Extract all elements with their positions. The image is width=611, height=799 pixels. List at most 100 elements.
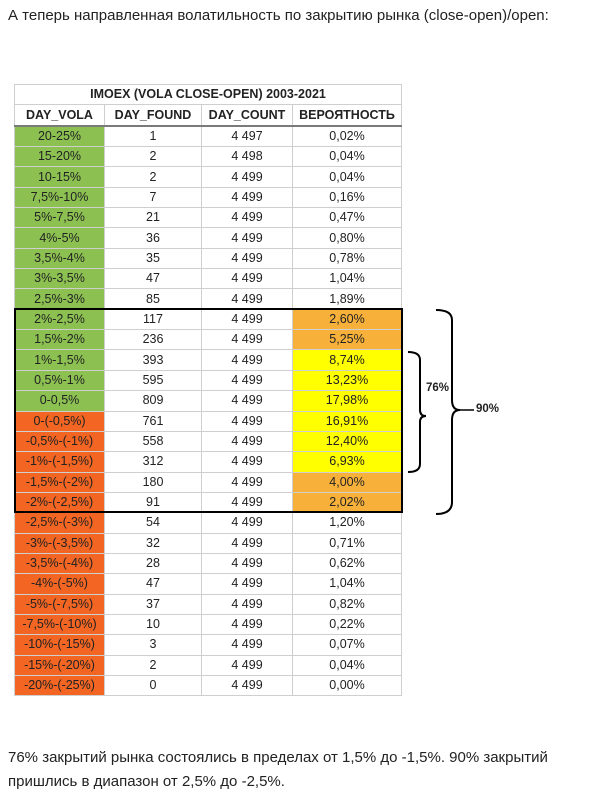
cell-day-found: 2: [104, 146, 202, 168]
table-title: IMOEX (VOLA CLOSE-OPEN) 2003-2021: [14, 83, 402, 106]
table-row: -1,5%-(-2%) 180 4 499 4,00%: [14, 471, 402, 493]
cell-probability: 0,78%: [292, 247, 402, 270]
cell-day-found: 1: [104, 125, 202, 148]
cell-day-vola: -0,5%-(-1%): [14, 430, 105, 453]
table-title-row: IMOEX (VOLA CLOSE-OPEN) 2003-2021: [14, 83, 402, 106]
cell-day-count: 4 499: [201, 166, 293, 188]
cell-probability: 0,80%: [292, 227, 402, 249]
cell-day-found: 2: [104, 654, 202, 676]
table-row: -15%-(-20%) 2 4 499 0,04%: [14, 654, 402, 676]
cell-probability: 0,62%: [292, 552, 402, 575]
cell-day-found: 10: [104, 613, 202, 636]
cell-day-count: 4 499: [201, 451, 293, 473]
outer-bracket: [435, 309, 461, 515]
cell-day-found: 3: [104, 634, 202, 656]
cell-day-vola: 7,5%-10%: [14, 186, 105, 209]
table-row: -2%-(-2,5%) 91 4 499 2,02%: [14, 491, 402, 514]
table-row: 2%-2,5% 117 4 499 2,60%: [14, 308, 402, 331]
cell-probability: 0,71%: [292, 532, 402, 554]
cell-day-count: 4 498: [201, 146, 293, 168]
cell-day-count: 4 499: [201, 552, 293, 575]
cell-day-count: 4 499: [201, 471, 293, 493]
cell-probability: 1,20%: [292, 512, 402, 534]
cell-day-vola: -2,5%-(-3%): [14, 512, 105, 534]
cell-day-count: 4 499: [201, 654, 293, 676]
cell-day-vola: -20%-(-25%): [14, 674, 105, 697]
cell-day-count: 4 499: [201, 573, 293, 595]
cell-day-count: 4 497: [201, 125, 293, 148]
cell-day-vola: 1,5%-2%: [14, 329, 105, 351]
cell-day-found: 595: [104, 369, 202, 392]
cell-probability: 0,02%: [292, 125, 402, 148]
cell-day-count: 4 499: [201, 329, 293, 351]
cell-day-found: 85: [104, 288, 202, 310]
cell-day-vola: 0,5%-1%: [14, 369, 105, 392]
spreadsheet: IMOEX (VOLA CLOSE-OPEN) 2003-2021 DAY_VO…: [14, 83, 404, 720]
cell-probability: 1,04%: [292, 573, 402, 595]
cell-probability: 0,82%: [292, 593, 402, 615]
cell-day-vola: -1%-(-1,5%): [14, 451, 105, 473]
cell-probability: 5,25%: [292, 329, 402, 351]
cell-day-found: 91: [104, 491, 202, 514]
table-row: 20-25% 1 4 497 0,02%: [14, 125, 402, 148]
header-day-count: DAY_COUNT: [201, 104, 293, 127]
cell-day-vola: 3%-3,5%: [14, 268, 105, 290]
table-row: -2,5%-(-3%) 54 4 499 1,20%: [14, 512, 402, 534]
table-row: 10-15% 2 4 499 0,04%: [14, 166, 402, 188]
cell-day-count: 4 499: [201, 593, 293, 615]
cell-day-found: 393: [104, 349, 202, 371]
table-row: 5%-7,5% 21 4 499 0,47%: [14, 207, 402, 229]
cell-day-found: 809: [104, 390, 202, 412]
table-row: 0,5%-1% 595 4 499 13,23%: [14, 369, 402, 392]
cell-day-count: 4 499: [201, 186, 293, 209]
cell-day-found: 35: [104, 247, 202, 270]
cell-day-found: 0: [104, 674, 202, 697]
cell-day-found: 761: [104, 410, 202, 432]
cell-day-vola: 10-15%: [14, 166, 105, 188]
cell-day-vola: -7,5%-(-10%): [14, 613, 105, 636]
cell-day-vola: 0-(-0,5%): [14, 410, 105, 432]
cell-probability: 0,16%: [292, 186, 402, 209]
header-probability: ВЕРОЯТНОСТЬ: [292, 104, 402, 127]
cell-day-vola: -2%-(-2,5%): [14, 491, 105, 514]
cell-day-found: 7: [104, 186, 202, 209]
table-row: 7,5%-10% 7 4 499 0,16%: [14, 186, 402, 209]
inner-bracket: [407, 351, 427, 473]
table-row: -3,5%-(-4%) 28 4 499 0,62%: [14, 552, 402, 575]
cell-probability: 13,23%: [292, 369, 402, 392]
cell-day-found: 236: [104, 329, 202, 351]
inner-bracket-label: 76%: [426, 382, 450, 394]
cell-day-vola: 2%-2,5%: [14, 308, 105, 331]
table-row: 3%-3,5% 47 4 499 1,04%: [14, 268, 402, 290]
cell-day-vola: 3,5%-4%: [14, 247, 105, 270]
header-day-vola: DAY_VOLA: [14, 104, 105, 127]
cell-probability: 4,00%: [292, 471, 402, 493]
table-row: -7,5%-(-10%) 10 4 499 0,22%: [14, 613, 402, 636]
cell-probability: 16,91%: [292, 410, 402, 432]
cell-day-count: 4 499: [201, 430, 293, 453]
table-row: 15-20% 2 4 498 0,04%: [14, 146, 402, 168]
volatility-table: IMOEX (VOLA CLOSE-OPEN) 2003-2021 DAY_VO…: [14, 83, 402, 697]
table-row: 4%-5% 36 4 499 0,80%: [14, 227, 402, 249]
cell-day-vola: 0-0,5%: [14, 390, 105, 412]
cell-day-vola: -4%-(-5%): [14, 573, 105, 595]
cell-probability: 6,93%: [292, 451, 402, 473]
cell-day-count: 4 499: [201, 227, 293, 249]
cell-probability: 0,22%: [292, 613, 402, 636]
cell-day-vola: -15%-(-20%): [14, 654, 105, 676]
cell-day-count: 4 499: [201, 613, 293, 636]
cell-probability: 1,89%: [292, 288, 402, 310]
cell-day-vola: 4%-5%: [14, 227, 105, 249]
table-row: 0-0,5% 809 4 499 17,98%: [14, 390, 402, 412]
table-row: -0,5%-(-1%) 558 4 499 12,40%: [14, 430, 402, 453]
cell-day-found: 312: [104, 451, 202, 473]
cell-day-count: 4 499: [201, 390, 293, 412]
cell-probability: 0,47%: [292, 207, 402, 229]
cell-day-count: 4 499: [201, 247, 293, 270]
cell-day-vola: 2,5%-3%: [14, 288, 105, 310]
cell-day-count: 4 499: [201, 491, 293, 514]
cell-probability: 0,04%: [292, 654, 402, 676]
cell-day-found: 28: [104, 552, 202, 575]
cell-day-found: 47: [104, 573, 202, 595]
cell-day-vola: -10%-(-15%): [14, 634, 105, 656]
